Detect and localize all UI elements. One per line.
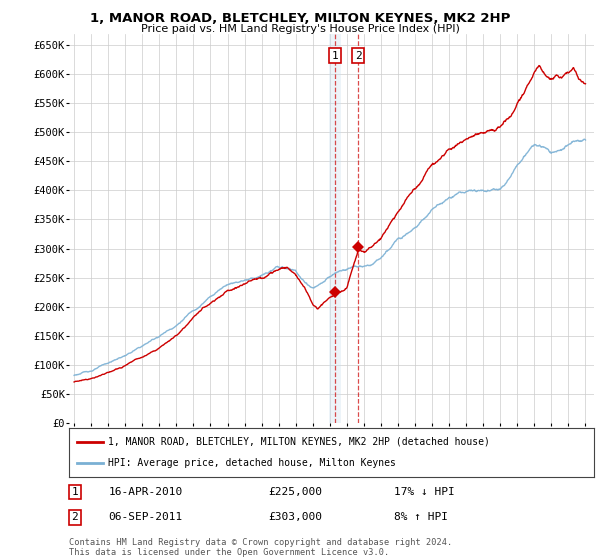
Text: Price paid vs. HM Land Registry's House Price Index (HPI): Price paid vs. HM Land Registry's House … (140, 24, 460, 34)
Text: 8% ↑ HPI: 8% ↑ HPI (395, 512, 449, 522)
Text: 1: 1 (331, 50, 338, 60)
Text: 1, MANOR ROAD, BLETCHLEY, MILTON KEYNES, MK2 2HP: 1, MANOR ROAD, BLETCHLEY, MILTON KEYNES,… (90, 12, 510, 25)
Text: 16-APR-2010: 16-APR-2010 (109, 487, 182, 497)
Text: 2: 2 (71, 512, 79, 522)
Text: HPI: Average price, detached house, Milton Keynes: HPI: Average price, detached house, Milt… (109, 458, 396, 468)
Bar (329, 34, 341, 423)
Text: 2: 2 (355, 50, 362, 60)
Text: £303,000: £303,000 (269, 512, 323, 522)
Text: Contains HM Land Registry data © Crown copyright and database right 2024.
This d: Contains HM Land Registry data © Crown c… (69, 538, 452, 557)
Text: 1: 1 (71, 487, 79, 497)
Text: 1, MANOR ROAD, BLETCHLEY, MILTON KEYNES, MK2 2HP (detached house): 1, MANOR ROAD, BLETCHLEY, MILTON KEYNES,… (109, 437, 490, 447)
Text: 06-SEP-2011: 06-SEP-2011 (109, 512, 182, 522)
Text: £225,000: £225,000 (269, 487, 323, 497)
Text: 17% ↓ HPI: 17% ↓ HPI (395, 487, 455, 497)
